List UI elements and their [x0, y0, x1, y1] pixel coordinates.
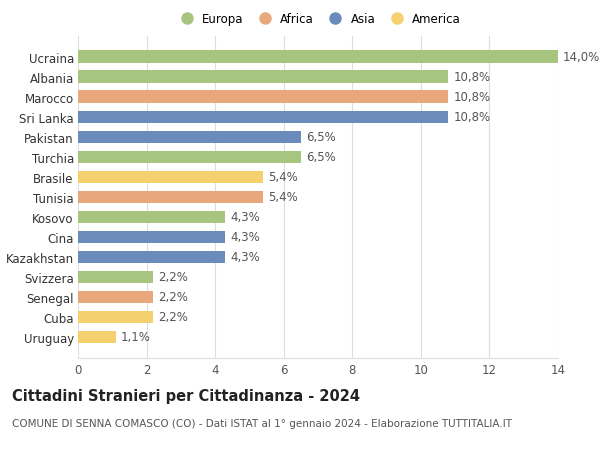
- Bar: [78, 111, 448, 123]
- Text: 10,8%: 10,8%: [454, 91, 491, 104]
- Text: 2,2%: 2,2%: [158, 271, 188, 284]
- Text: 2,2%: 2,2%: [158, 311, 188, 324]
- Text: 4,3%: 4,3%: [230, 231, 260, 244]
- Bar: [78, 71, 448, 84]
- Bar: [78, 231, 226, 244]
- Text: 1,1%: 1,1%: [121, 331, 151, 344]
- Bar: [78, 171, 263, 184]
- Text: Cittadini Stranieri per Cittadinanza - 2024: Cittadini Stranieri per Cittadinanza - 2…: [12, 388, 360, 403]
- Bar: [78, 91, 448, 104]
- Bar: [78, 131, 301, 144]
- Text: 5,4%: 5,4%: [268, 171, 298, 184]
- Text: 6,5%: 6,5%: [306, 131, 336, 144]
- Text: 6,5%: 6,5%: [306, 151, 336, 164]
- Text: 10,8%: 10,8%: [454, 71, 491, 84]
- Bar: [78, 271, 154, 284]
- Text: 2,2%: 2,2%: [158, 291, 188, 304]
- Legend: Europa, Africa, Asia, America: Europa, Africa, Asia, America: [173, 11, 463, 28]
- Bar: [78, 331, 116, 343]
- Bar: [78, 191, 263, 203]
- Bar: [78, 291, 154, 303]
- Bar: [78, 311, 154, 324]
- Text: 10,8%: 10,8%: [454, 111, 491, 124]
- Bar: [78, 211, 226, 224]
- Text: 4,3%: 4,3%: [230, 251, 260, 264]
- Bar: [78, 251, 226, 263]
- Bar: [78, 151, 301, 163]
- Text: 14,0%: 14,0%: [563, 51, 600, 64]
- Text: COMUNE DI SENNA COMASCO (CO) - Dati ISTAT al 1° gennaio 2024 - Elaborazione TUTT: COMUNE DI SENNA COMASCO (CO) - Dati ISTA…: [12, 418, 512, 428]
- Text: 5,4%: 5,4%: [268, 191, 298, 204]
- Text: 4,3%: 4,3%: [230, 211, 260, 224]
- Bar: [78, 51, 558, 64]
